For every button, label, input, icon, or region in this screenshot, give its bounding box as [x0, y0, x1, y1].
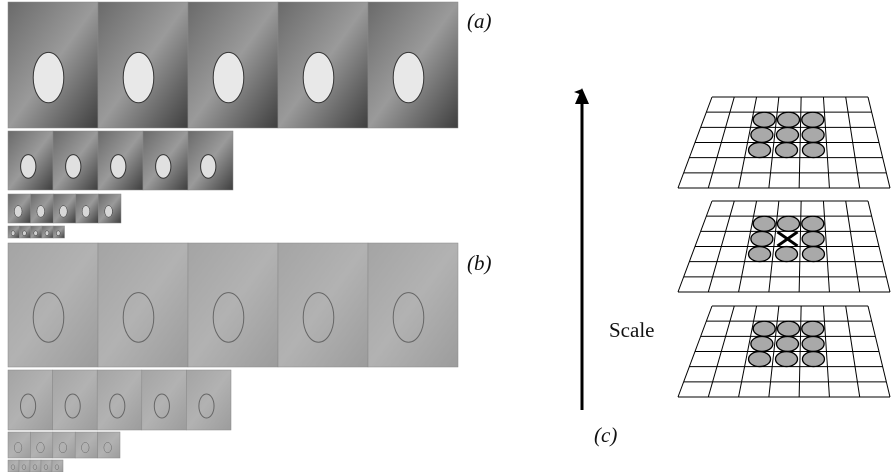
image-detail [393, 52, 424, 102]
image-detail [213, 52, 244, 102]
scale-label: Scale [609, 318, 654, 342]
sample-point [778, 216, 800, 231]
image-tile [98, 432, 120, 458]
image-detail [111, 155, 126, 179]
sample-point [753, 112, 775, 127]
sample-point [777, 336, 799, 351]
image-tile [8, 370, 53, 430]
image-detail [14, 206, 22, 218]
image-detail [105, 206, 113, 218]
image-tile [368, 243, 458, 367]
image-detail [11, 231, 15, 236]
image-tile [8, 460, 19, 472]
sample-point [749, 143, 771, 158]
image-detail [156, 155, 171, 179]
figure: (a) (b) Scale (c) [0, 0, 893, 472]
scale-grids [678, 97, 890, 397]
sample-point [751, 127, 773, 142]
image-tile [142, 370, 187, 430]
sample-point [751, 336, 773, 351]
arrow-head [575, 88, 589, 104]
image-detail [22, 231, 26, 236]
image-tile [97, 370, 142, 430]
sample-point [776, 143, 798, 158]
sample-point [802, 143, 824, 158]
sample-point [749, 352, 771, 367]
sample-point [802, 352, 824, 367]
image-tile [30, 432, 52, 458]
image-detail [21, 155, 36, 179]
image-detail [201, 155, 216, 179]
sample-point [776, 247, 798, 262]
image-detail [303, 52, 334, 102]
image-detail [37, 206, 45, 218]
sample-point [749, 247, 771, 262]
sample-point [802, 336, 824, 351]
image-tile [52, 460, 63, 472]
image-tile [53, 370, 98, 430]
image-detail [34, 231, 38, 236]
image-detail [82, 206, 90, 218]
sample-point [802, 231, 824, 246]
image-tile [278, 243, 368, 367]
image-tile [186, 370, 231, 430]
image-tile [30, 460, 41, 472]
image-tile [41, 460, 52, 472]
sample-point [778, 321, 800, 336]
sample-point [776, 352, 798, 367]
sample-point [802, 247, 824, 262]
image-detail [60, 206, 68, 218]
sample-point [751, 231, 773, 246]
sample-point [753, 216, 775, 231]
image-detail [56, 231, 60, 236]
image-tile [98, 243, 188, 367]
label-c: (c) [594, 423, 617, 447]
sample-point [802, 321, 824, 336]
image-tile [8, 243, 98, 367]
label-a: (a) [467, 9, 492, 33]
pyramid-images [8, 2, 458, 472]
sample-point [753, 321, 775, 336]
image-tile [8, 432, 30, 458]
label-b: (b) [467, 251, 492, 275]
image-detail [33, 52, 64, 102]
sample-point [778, 112, 800, 127]
image-tile [19, 460, 30, 472]
image-tile [75, 432, 97, 458]
image-detail [45, 231, 49, 236]
sample-point [802, 112, 824, 127]
image-detail [123, 52, 154, 102]
sample-point [777, 127, 799, 142]
image-tile [53, 432, 75, 458]
sample-point [802, 127, 824, 142]
image-detail [66, 155, 81, 179]
image-tile [188, 243, 278, 367]
sample-point [802, 216, 824, 231]
